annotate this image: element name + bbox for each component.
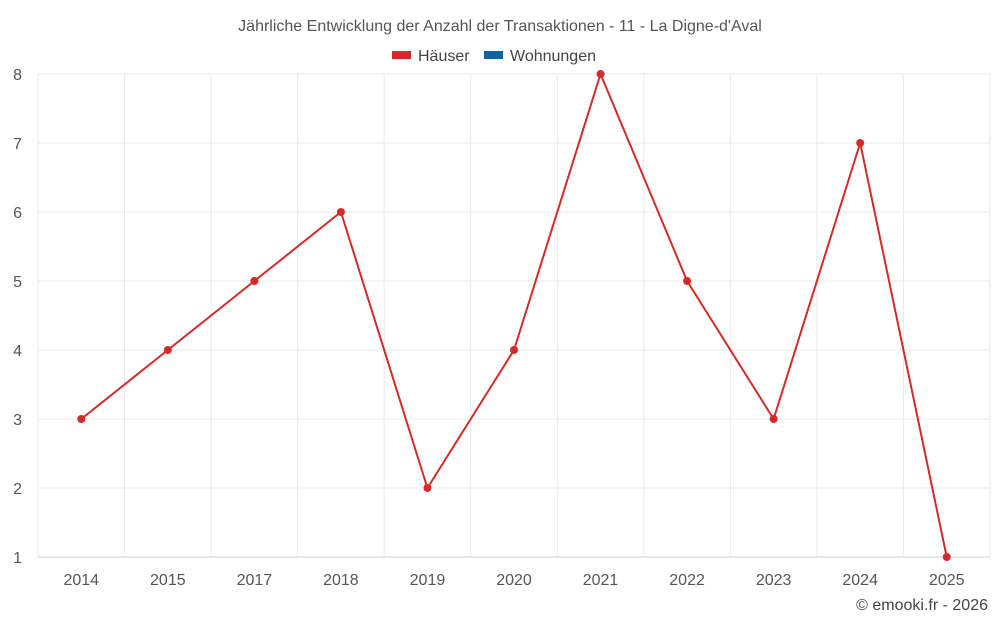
y-tick-label: 6 (13, 205, 22, 222)
chart-title: Jährliche Entwicklung der Anzahl der Tra… (238, 18, 762, 35)
x-tick-label: 2022 (669, 572, 705, 589)
y-tick-label: 7 (13, 136, 22, 153)
data-point[interactable] (510, 346, 518, 354)
x-tick-label: 2025 (929, 572, 965, 589)
x-tick-label: 2019 (410, 572, 446, 589)
x-tick-label: 2020 (496, 572, 532, 589)
x-tick-label: 2024 (842, 572, 878, 589)
data-point[interactable] (942, 553, 951, 561)
y-tick-label: 4 (13, 343, 22, 360)
x-axis: 2014 2015 2017 2018 2019 2020 2021 2022 2023 2024… (63, 572, 964, 589)
legend-label-haeuser[interactable]: Häuser (418, 48, 470, 65)
x-gridlines (37, 74, 991, 557)
x-tick-label: 2021 (583, 572, 619, 589)
y-axis: 1 2 3 4 5 6 7 8 (13, 67, 22, 567)
legend-swatch-wohnungen (484, 51, 503, 59)
x-tick-label: 2017 (237, 572, 273, 589)
data-point[interactable] (77, 415, 86, 423)
x-tick-label: 2014 (63, 572, 99, 589)
x-tick-label: 2023 (756, 572, 792, 589)
y-tick-label: 8 (13, 67, 22, 84)
data-point[interactable] (769, 415, 778, 423)
legend: Häuser Wohnungen (392, 48, 596, 65)
data-point[interactable] (163, 346, 172, 354)
x-tick-label: 2018 (323, 572, 359, 589)
y-tick-label: 1 (13, 550, 22, 567)
legend-label-wohnungen[interactable]: Wohnungen (510, 48, 596, 65)
data-point[interactable] (423, 484, 432, 492)
series-haeuser (77, 70, 951, 561)
data-point[interactable] (683, 277, 692, 285)
data-point[interactable] (250, 277, 259, 285)
y-tick-label: 2 (13, 481, 22, 498)
y-gridlines (38, 73, 990, 558)
legend-swatch-haeuser (392, 51, 411, 59)
credit-text: © emooki.fr - 2026 (856, 597, 988, 614)
data-point[interactable] (596, 70, 605, 78)
y-tick-label: 5 (13, 274, 22, 291)
data-point[interactable] (856, 139, 865, 147)
data-point[interactable] (336, 208, 345, 216)
x-tick-label: 2015 (150, 572, 186, 589)
y-tick-label: 3 (13, 412, 22, 429)
